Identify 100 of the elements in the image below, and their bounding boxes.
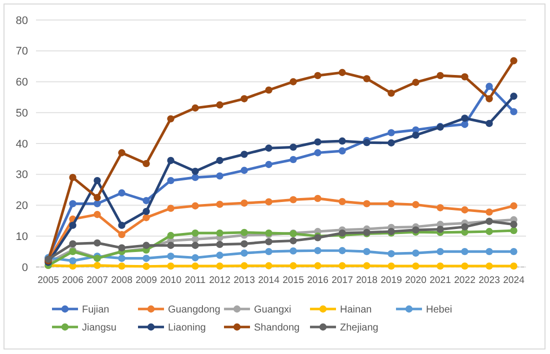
point xyxy=(167,115,174,122)
point xyxy=(338,262,346,270)
x-tick-label: 2009 xyxy=(136,275,157,286)
x-tick-label: 2016 xyxy=(307,275,328,286)
point xyxy=(412,78,420,86)
point xyxy=(290,156,297,164)
x-tick-label: 2011 xyxy=(184,275,206,286)
point xyxy=(510,248,518,256)
point xyxy=(314,262,322,270)
point xyxy=(94,176,101,184)
point xyxy=(265,160,272,168)
point xyxy=(338,198,346,206)
x-tick-label: 2007 xyxy=(86,275,108,286)
point xyxy=(192,254,199,262)
point xyxy=(290,247,297,255)
point xyxy=(167,242,174,249)
point xyxy=(486,248,493,256)
point xyxy=(436,262,444,270)
point xyxy=(118,230,126,238)
point xyxy=(338,247,346,254)
y-tick-label: 20 xyxy=(16,200,28,212)
point xyxy=(167,232,174,240)
point xyxy=(290,262,297,270)
point xyxy=(94,200,101,208)
x-tick-label: 2006 xyxy=(62,275,84,286)
point xyxy=(69,174,76,182)
y-tick-label: 40 xyxy=(16,138,28,150)
point xyxy=(388,139,395,146)
point xyxy=(461,114,468,122)
point xyxy=(510,226,518,234)
point xyxy=(142,254,150,262)
point xyxy=(338,229,346,237)
y-tick-label: 50 xyxy=(16,107,28,120)
point xyxy=(240,199,248,207)
legend-label: Fujian xyxy=(82,304,110,316)
legend-label: Zhejiang xyxy=(340,322,378,334)
point xyxy=(192,168,199,175)
y-tick-label: 10 xyxy=(16,230,28,243)
point xyxy=(461,73,468,80)
point xyxy=(461,223,468,230)
point xyxy=(290,196,297,204)
point xyxy=(338,137,346,145)
point xyxy=(69,222,76,229)
point xyxy=(118,189,126,196)
legend-label: Guangxi xyxy=(254,304,292,316)
point xyxy=(314,149,322,156)
point xyxy=(436,72,444,80)
point xyxy=(216,200,224,208)
point xyxy=(363,200,370,208)
point xyxy=(118,262,126,270)
point xyxy=(94,210,101,218)
point xyxy=(216,252,224,259)
point xyxy=(240,250,248,257)
point xyxy=(142,262,150,270)
point xyxy=(167,262,174,270)
point xyxy=(412,250,420,257)
x-tick-label: 2015 xyxy=(282,275,304,286)
point xyxy=(69,200,76,208)
legend-label: Hebei xyxy=(426,304,452,316)
point xyxy=(510,108,518,116)
point xyxy=(388,129,395,136)
point xyxy=(216,101,224,109)
point xyxy=(461,206,468,214)
point xyxy=(192,202,199,210)
point xyxy=(142,208,150,216)
x-tick-label: 2024 xyxy=(503,275,526,286)
point xyxy=(167,156,174,164)
point xyxy=(118,244,126,252)
point xyxy=(69,240,76,248)
point xyxy=(290,144,297,151)
legend-label: Guangdong xyxy=(168,304,220,316)
point xyxy=(118,254,126,262)
point xyxy=(461,120,468,128)
legend-label: Liaoning xyxy=(168,322,206,334)
point xyxy=(314,72,322,80)
y-tick-label: 80 xyxy=(16,14,28,27)
point xyxy=(338,147,346,155)
point xyxy=(486,208,493,216)
point xyxy=(192,229,199,237)
point xyxy=(338,68,346,76)
y-tick-label: 0 xyxy=(22,262,28,274)
point xyxy=(363,248,370,256)
point xyxy=(510,92,518,100)
legend-label: Shandong xyxy=(254,322,300,334)
point xyxy=(388,250,395,258)
point xyxy=(265,198,272,206)
point xyxy=(142,160,150,168)
point xyxy=(94,262,101,270)
point xyxy=(290,237,297,244)
point xyxy=(118,222,126,229)
point xyxy=(363,262,370,270)
point xyxy=(265,144,272,152)
x-tick-label: 2018 xyxy=(356,275,378,286)
point xyxy=(240,95,248,102)
point xyxy=(240,262,248,270)
point xyxy=(314,194,322,202)
point xyxy=(216,229,224,237)
legend-label: Jiangsu xyxy=(82,322,116,334)
legend-label: Hainan xyxy=(340,304,372,316)
point xyxy=(486,262,493,270)
